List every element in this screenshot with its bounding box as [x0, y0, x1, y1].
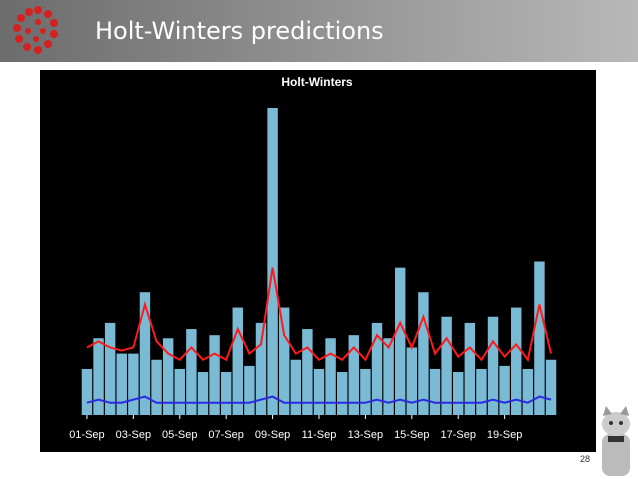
- observed-bar: [255, 322, 267, 415]
- observed-bar: [116, 353, 127, 415]
- observed-bar: [302, 329, 313, 415]
- x-tick-label: 07-Sep: [208, 429, 243, 441]
- observed-bar: [174, 368, 185, 415]
- observed-bar: [186, 329, 197, 415]
- observed-bar: [313, 368, 325, 415]
- observed-bar: [267, 108, 278, 415]
- observed-bar: [104, 322, 116, 415]
- observed-bar: [232, 307, 243, 415]
- observed-bar: [418, 292, 429, 415]
- observed-bar: [360, 368, 371, 415]
- observed-bar: [220, 372, 232, 415]
- x-tick-label: 09-Sep: [255, 429, 290, 441]
- logo: [13, 6, 58, 54]
- observed-bar: [522, 368, 534, 415]
- observed-bar: [394, 267, 406, 415]
- observed-bar: [93, 338, 104, 415]
- chart-title: Holt-Winters: [281, 75, 353, 89]
- observed-bar: [128, 353, 139, 415]
- observed-bar: [336, 372, 348, 415]
- x-tick-label: 05-Sep: [162, 429, 197, 441]
- observed-bar: [545, 359, 557, 415]
- observed-bar: [534, 261, 545, 415]
- observed-bar: [452, 372, 464, 415]
- observed-bar: [441, 316, 452, 415]
- x-tick-label: 11-Sep: [302, 429, 337, 441]
- observed-bar: [464, 322, 476, 415]
- series-line: [86, 395, 552, 404]
- x-tick-label: 03-Sep: [116, 429, 151, 441]
- observed-bar: [162, 338, 174, 415]
- observed-bar: [151, 359, 162, 415]
- mascot-icon: [602, 406, 630, 476]
- page-number: 28: [580, 454, 591, 464]
- x-tick-label: 15-Sep: [394, 429, 429, 441]
- observed-bar: [290, 359, 302, 415]
- header-bar: [0, 0, 638, 62]
- observed-bar: [244, 365, 255, 415]
- x-tick-label: 13-Sep: [348, 429, 383, 441]
- observed-bar: [348, 335, 360, 415]
- slide-title: Holt-Winters predictions: [95, 17, 384, 45]
- observed-bar: [278, 307, 290, 415]
- observed-bar: [371, 322, 383, 415]
- series-line: [86, 267, 553, 363]
- observed-bar: [406, 347, 418, 415]
- observed-bar: [81, 368, 93, 415]
- chart: Holt-Winters 01-Sep 03-Sep 05-Sep 07-Sep 09-…: [40, 70, 596, 452]
- observed-bar: [499, 365, 510, 415]
- observed-bar: [197, 372, 209, 415]
- observed-bar: [429, 368, 441, 415]
- observed-bar: [383, 338, 394, 415]
- observed-bar: [325, 338, 336, 415]
- observed-bar: [476, 368, 487, 415]
- observed-bar: [209, 335, 220, 415]
- x-tick-label: 19-Sep: [487, 429, 522, 441]
- x-tick-label: 01-Sep: [69, 429, 104, 441]
- observed-bar: [139, 292, 151, 415]
- x-tick-label: 17-Sep: [440, 429, 475, 441]
- observed-bar: [511, 307, 522, 415]
- observed-bar: [487, 316, 499, 415]
